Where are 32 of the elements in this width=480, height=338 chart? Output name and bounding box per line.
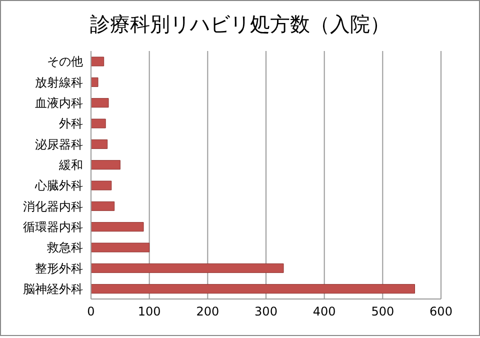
x-tick-label: 0: [87, 304, 95, 319]
y-tick-label: 整形外科: [35, 261, 83, 276]
x-tick-label: 300: [254, 304, 278, 319]
x-tick-label: 500: [371, 304, 394, 319]
y-tick-label: 泌尿器科: [35, 137, 83, 152]
y-tick-label: 血液内科: [35, 96, 83, 110]
bar: [91, 160, 120, 170]
bar: [91, 77, 98, 87]
x-tick-label: 600: [430, 304, 452, 319]
bar: [91, 263, 284, 273]
bar: [91, 242, 150, 252]
y-tick-label: 脳神経外科: [23, 282, 83, 296]
bar: [91, 222, 144, 232]
bar: [91, 284, 415, 294]
bar: [91, 180, 112, 190]
y-tick-label: 放射線科: [35, 75, 83, 90]
y-tick-label: 救急科: [46, 240, 83, 255]
x-tick-label: 100: [138, 304, 161, 319]
y-tick-label: その他: [47, 54, 83, 69]
y-tick-label: 心臓外科: [34, 178, 83, 193]
chart-title: 診療科別リハビリ処方数（入院）: [89, 11, 391, 38]
bar: [91, 139, 108, 149]
y-tick-label: 外科: [59, 116, 83, 131]
bar: [91, 201, 115, 211]
y-tick-label: 緩和: [58, 158, 83, 172]
bar: [91, 56, 104, 66]
x-tick-label: 200: [196, 304, 220, 319]
y-tick-label: 消化器内科: [23, 199, 83, 214]
y-tick-label: 循環器内科: [23, 220, 83, 234]
x-tick-label: 400: [312, 304, 336, 319]
bar: [91, 98, 109, 108]
bar: [91, 118, 106, 128]
